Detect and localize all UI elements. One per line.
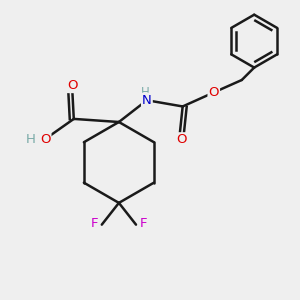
Text: H: H [141,86,150,99]
Text: H: H [25,133,35,146]
Text: O: O [67,79,77,92]
Text: O: O [40,133,50,146]
Text: N: N [142,94,152,107]
Text: O: O [176,133,186,146]
Text: O: O [208,86,219,99]
Text: F: F [140,217,148,230]
Text: F: F [90,217,98,230]
